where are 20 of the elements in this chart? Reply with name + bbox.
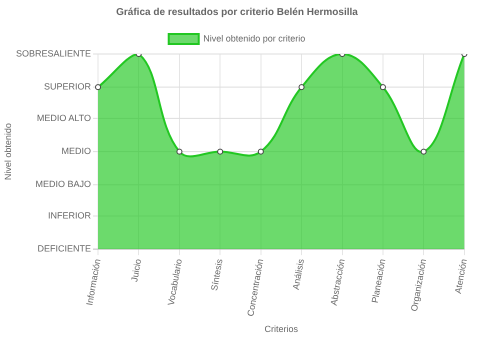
x-tick-label: Planeación <box>370 258 388 304</box>
x-tick-label: Análisis <box>290 258 306 290</box>
x-tick-label: Organización <box>409 258 428 312</box>
ref-line-label: MEDIO <box>62 146 92 156</box>
ref-line-label: SUPERIOR <box>44 82 92 92</box>
x-tick-label: Juicio <box>129 258 144 283</box>
ref-line-label: DEFICIENTE <box>38 244 92 254</box>
chart-title: Gráfica de resultados por criterio Belén Hermosilla <box>116 6 358 18</box>
text: Nivel obtenido <box>2 123 13 180</box>
legend-label: Nivel obtenido por criterio <box>203 33 306 44</box>
ref-line-label: INFERIOR <box>48 210 92 220</box>
x-tick-label: Vocabulario <box>166 258 184 306</box>
ref-line-label: SOBRESALIENTE <box>16 48 92 58</box>
x-tick-label: Síntesis <box>209 258 225 292</box>
x-tick-label: Información <box>84 258 102 306</box>
ref-line-label: MEDIO ALTO <box>36 112 92 123</box>
x-tick-label: Abstracción <box>328 258 347 306</box>
x-tick-label: Atención <box>452 258 469 294</box>
x-axis-title: Criterios <box>264 324 298 334</box>
ref-line-label: MEDIO BAJO <box>36 179 92 190</box>
